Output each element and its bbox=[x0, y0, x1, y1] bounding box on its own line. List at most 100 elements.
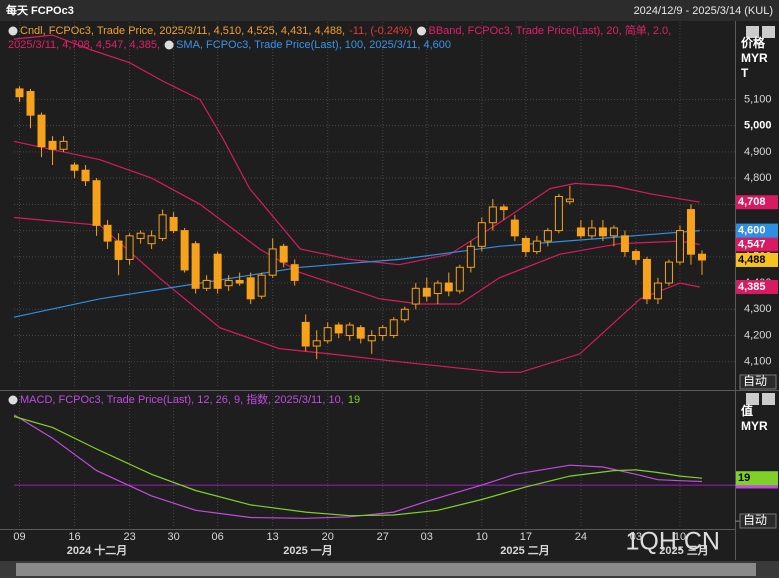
month-label: 2025 二月 bbox=[500, 544, 550, 557]
price-tag bbox=[736, 279, 778, 294]
legend-icon bbox=[8, 395, 18, 405]
y-tick-label: 5,100 bbox=[744, 93, 772, 105]
candle-body bbox=[499, 206, 508, 211]
candle-body bbox=[444, 282, 453, 292]
price-tag-label: 4,488 bbox=[738, 254, 766, 266]
candle-body bbox=[224, 279, 233, 287]
month-label: 2025 三月 bbox=[659, 544, 709, 557]
candle-body bbox=[191, 243, 200, 289]
macd-line bbox=[13, 415, 703, 517]
candle-body bbox=[345, 324, 354, 337]
y-tick-label: 4,200 bbox=[744, 329, 772, 341]
scrollbar-thumb[interactable] bbox=[16, 563, 756, 576]
candle-body bbox=[103, 224, 112, 242]
watermark: 1QH.CN bbox=[626, 528, 720, 556]
indicator-line bbox=[13, 34, 700, 266]
close-button[interactable] bbox=[762, 393, 775, 405]
axis-label: MYR bbox=[741, 51, 768, 65]
auto-button-label[interactable]: 自动 bbox=[743, 513, 767, 527]
candle-body bbox=[114, 240, 123, 260]
legend-text: -11, (-0.24%) bbox=[349, 25, 412, 37]
candle-body bbox=[59, 140, 68, 150]
candle-body bbox=[389, 319, 398, 337]
candle-body bbox=[257, 274, 266, 297]
y-tick-label: 4,300 bbox=[744, 303, 772, 315]
candle-body bbox=[356, 327, 365, 339]
candle-body bbox=[246, 277, 255, 300]
axis-label: MYR bbox=[741, 419, 768, 433]
restore-button[interactable] bbox=[746, 26, 759, 38]
x-tick-label: 24 bbox=[575, 531, 587, 543]
header-bar bbox=[0, 0, 779, 21]
value-tag bbox=[736, 471, 778, 486]
candle-body bbox=[312, 340, 321, 347]
candle-body bbox=[411, 287, 420, 305]
header-range: 2024/12/9 - 2025/3/14 (KUL) bbox=[634, 5, 773, 17]
candle-body bbox=[180, 230, 189, 271]
candle-body bbox=[158, 214, 167, 239]
legend-text: 2025/3/11, 4,708, 4,547, 4,385, bbox=[8, 39, 160, 51]
candle-body bbox=[631, 251, 640, 260]
x-tick-label: 27 bbox=[377, 531, 389, 543]
candle-body bbox=[543, 230, 552, 242]
x-tick-label: 06 bbox=[212, 531, 224, 543]
candle-body bbox=[92, 180, 101, 226]
x-tick-label: 10 bbox=[476, 531, 488, 543]
close-button[interactable] bbox=[762, 26, 775, 38]
auto-button[interactable] bbox=[739, 513, 777, 529]
candle-body bbox=[81, 169, 90, 182]
candle-body bbox=[136, 232, 145, 239]
candle-body bbox=[609, 227, 618, 237]
x-tick-label: 13 bbox=[267, 531, 279, 543]
y-tick-label: 5,000 bbox=[744, 120, 772, 132]
auto-button-label[interactable]: 自动 bbox=[743, 374, 767, 388]
x-tick-label: 20 bbox=[322, 531, 334, 543]
y-tick-label: 4,100 bbox=[744, 356, 772, 368]
axis-label: T bbox=[741, 66, 749, 80]
x-tick-label: 17 bbox=[520, 531, 532, 543]
legend-text: BBand, FCPOc3, Trade Price(Last), 20, 简单… bbox=[429, 23, 672, 37]
x-tick-label: 03 bbox=[630, 531, 642, 543]
candle-body bbox=[235, 279, 244, 284]
restore-button[interactable] bbox=[746, 393, 759, 405]
candle-body bbox=[653, 282, 662, 300]
candle-body bbox=[488, 206, 497, 224]
candle-body bbox=[477, 222, 486, 247]
candle-body bbox=[37, 114, 46, 148]
value-tag-label: 19 bbox=[738, 472, 750, 484]
legend-text: MACD, FCPOc3, Trade Price(Last), 12, 26,… bbox=[20, 392, 344, 406]
price-tag-label: 4,547 bbox=[738, 238, 766, 250]
candle-body bbox=[554, 195, 563, 232]
y-tick-label: 4,800 bbox=[744, 172, 772, 184]
candle-body bbox=[466, 245, 475, 268]
price-tag bbox=[736, 237, 778, 252]
candle-body bbox=[455, 266, 464, 292]
candle-body bbox=[70, 164, 79, 171]
candle-body bbox=[697, 253, 706, 261]
candle-body bbox=[367, 335, 376, 342]
candle-body bbox=[125, 235, 134, 260]
legend-icon bbox=[417, 26, 426, 36]
x-tick-label: 10 bbox=[674, 531, 686, 543]
candle-body bbox=[675, 230, 684, 263]
candle-body bbox=[510, 219, 519, 237]
window-buttons bbox=[746, 26, 775, 405]
candle-body bbox=[26, 91, 35, 116]
price-tag-label: 4,600 bbox=[738, 224, 766, 236]
x-tick-label: 03 bbox=[421, 531, 433, 543]
indicator-line bbox=[13, 216, 700, 373]
indicator-line bbox=[13, 230, 700, 318]
header-title: 每天 FCPOc3 bbox=[6, 3, 74, 17]
candle-body bbox=[598, 227, 607, 237]
candle-body bbox=[521, 237, 530, 253]
x-tick-label: 09 bbox=[13, 531, 25, 543]
candle-body bbox=[301, 321, 310, 347]
candle-body bbox=[565, 198, 574, 203]
macd-line bbox=[13, 414, 703, 519]
candle-body bbox=[213, 253, 222, 289]
candle-body bbox=[532, 240, 541, 253]
auto-button[interactable] bbox=[739, 374, 777, 390]
